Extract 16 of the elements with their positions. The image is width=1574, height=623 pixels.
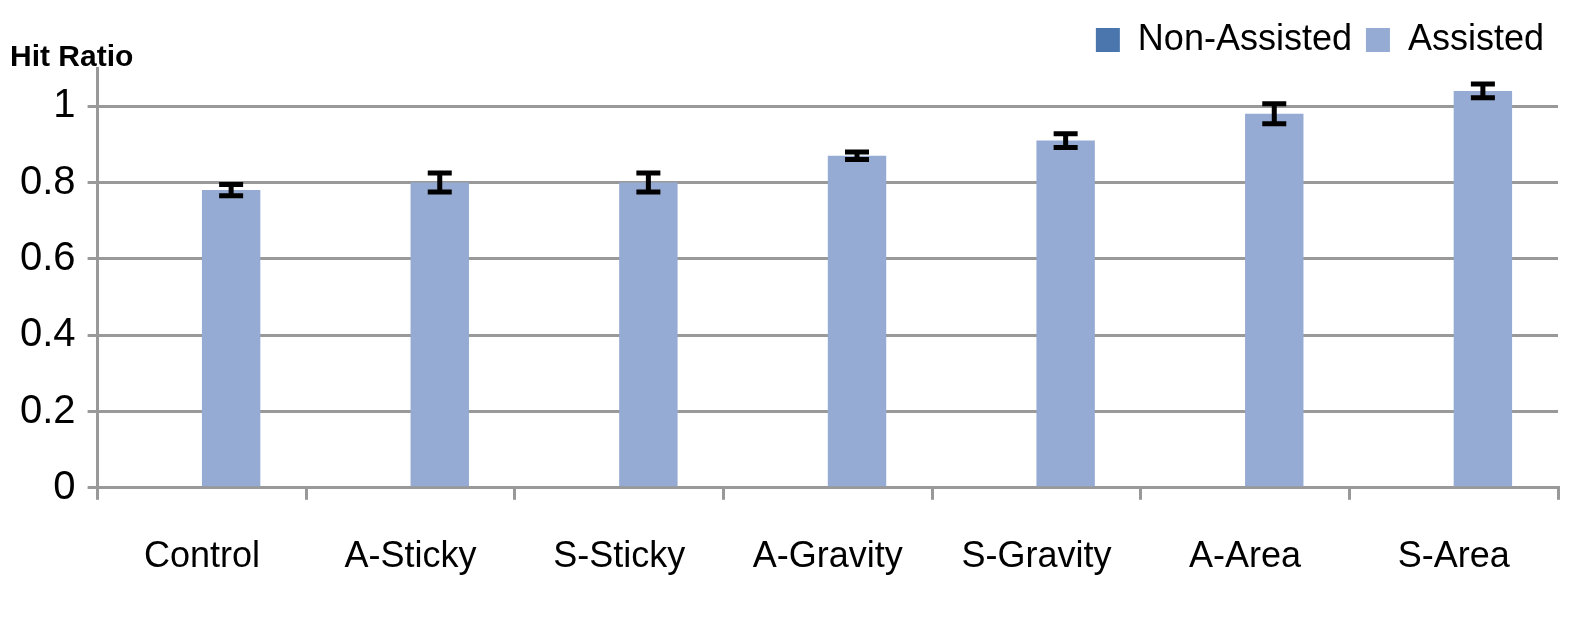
- x-tick-label: A-Sticky: [344, 534, 477, 576]
- y-tick-label: 0.4: [20, 310, 76, 355]
- x-tick-label: A-Area: [1189, 534, 1303, 576]
- x-tick-label: S-Sticky: [553, 534, 686, 576]
- y-tick-label: 0.6: [20, 233, 76, 278]
- y-tick-label: 0: [53, 462, 76, 507]
- y-axis-title: Hit Ratio: [10, 39, 134, 72]
- y-tick-label: 1: [53, 81, 76, 126]
- legend-label: Assisted: [1407, 16, 1545, 58]
- x-tick-label: A-Gravity: [752, 534, 903, 576]
- y-tick-label: 0.8: [20, 157, 76, 202]
- legend-label: Non-Assisted: [1137, 16, 1352, 58]
- x-tick-label: S-Area: [1397, 534, 1511, 576]
- y-tick-label: 0.2: [20, 386, 76, 431]
- x-tick-label: S-Gravity: [961, 534, 1112, 576]
- x-tick-label: Control: [143, 534, 260, 576]
